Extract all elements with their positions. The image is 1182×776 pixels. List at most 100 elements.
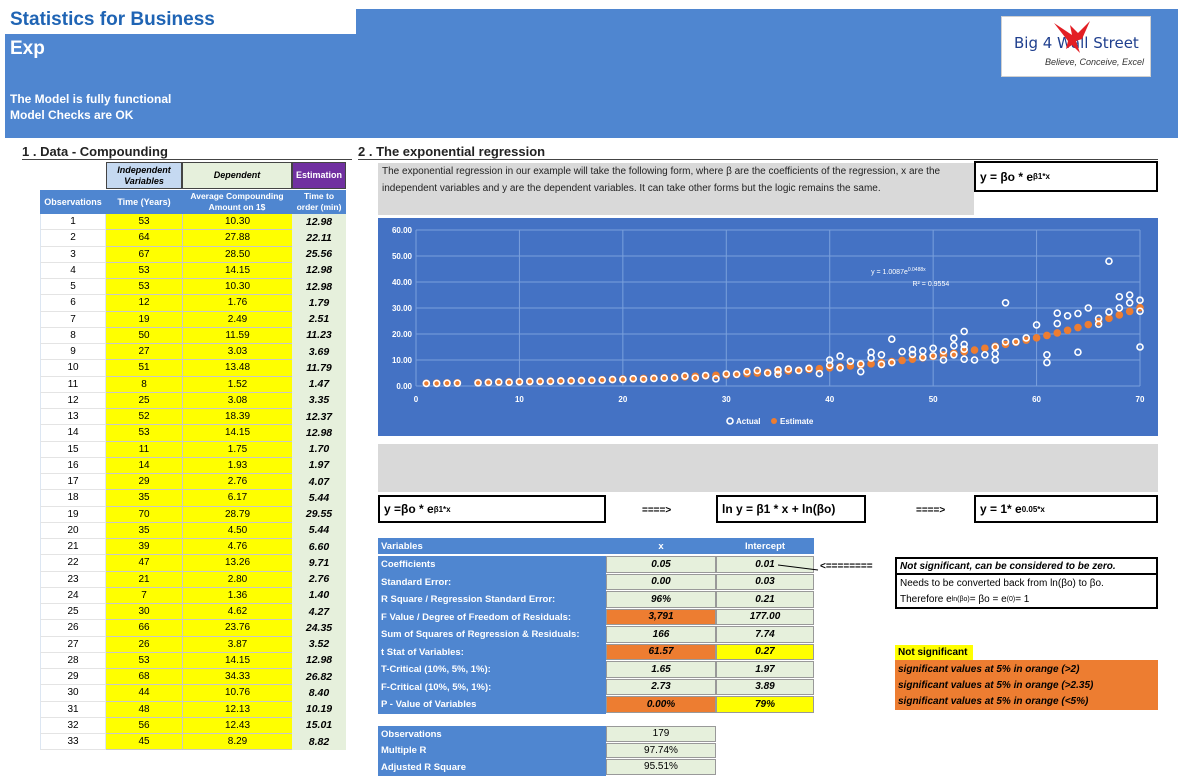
summary-value[interactable]: 95.51%: [606, 759, 716, 775]
cell-amount[interactable]: 34.33: [182, 669, 292, 686]
cell-observation[interactable]: 2: [40, 230, 106, 247]
table-row[interactable]: 13 52 18.39 12.37: [40, 409, 346, 426]
cell-order-time[interactable]: 8.82: [292, 734, 346, 751]
cell-observation[interactable]: 18: [40, 490, 106, 507]
cell-order-time[interactable]: 2.51: [292, 311, 346, 328]
cell-amount[interactable]: 8.29: [182, 734, 292, 751]
cell-time-years[interactable]: 27: [106, 344, 182, 361]
cell-observation[interactable]: 29: [40, 669, 106, 686]
table-row[interactable]: 9 27 3.03 3.69: [40, 344, 346, 361]
cell-time-years[interactable]: 56: [106, 717, 182, 734]
cell-time-years[interactable]: 64: [106, 230, 182, 247]
cell-time-years[interactable]: 48: [106, 701, 182, 718]
summary-value[interactable]: 179: [606, 726, 716, 742]
cell-time-years[interactable]: 8: [106, 376, 182, 393]
cell-time-years[interactable]: 30: [106, 604, 182, 621]
cell-order-time[interactable]: 12.37: [292, 409, 346, 426]
cell-observation[interactable]: 13: [40, 409, 106, 426]
table-row[interactable]: 23 21 2.80 2.76: [40, 571, 346, 588]
cell-observation[interactable]: 25: [40, 604, 106, 621]
cell-amount[interactable]: 3.08: [182, 392, 292, 409]
summary-value[interactable]: 97.74%: [606, 742, 716, 758]
reg-row-intercept-value[interactable]: 3.89: [716, 678, 814, 695]
cell-order-time[interactable]: 12.98: [292, 279, 346, 296]
cell-order-time[interactable]: 12.98: [292, 652, 346, 669]
table-row[interactable]: 20 35 4.50 5.44: [40, 522, 346, 539]
cell-time-years[interactable]: 50: [106, 327, 182, 344]
cell-amount[interactable]: 14.15: [182, 652, 292, 669]
cell-order-time[interactable]: 26.82: [292, 669, 346, 686]
cell-observation[interactable]: 33: [40, 734, 106, 751]
cell-amount[interactable]: 28.79: [182, 506, 292, 523]
reg-row-intercept-value[interactable]: 0.03: [716, 573, 814, 590]
cell-order-time[interactable]: 3.35: [292, 392, 346, 409]
cell-amount[interactable]: 4.62: [182, 604, 292, 621]
cell-amount[interactable]: 1.76: [182, 295, 292, 312]
cell-time-years[interactable]: 26: [106, 636, 182, 653]
reg-row-x-value[interactable]: 96%: [606, 591, 716, 608]
table-row[interactable]: 33 45 8.29 8.82: [40, 734, 346, 751]
table-row[interactable]: 19 70 28.79 29.55: [40, 506, 346, 523]
cell-observation[interactable]: 12: [40, 392, 106, 409]
cell-amount[interactable]: 27.88: [182, 230, 292, 247]
cell-order-time[interactable]: 5.44: [292, 490, 346, 507]
reg-row-x-value[interactable]: 2.73: [606, 678, 716, 695]
cell-time-years[interactable]: 47: [106, 555, 182, 572]
cell-observation[interactable]: 17: [40, 474, 106, 491]
table-row[interactable]: 3 67 28.50 25.56: [40, 246, 346, 263]
cell-amount[interactable]: 11.59: [182, 327, 292, 344]
cell-order-time[interactable]: 29.55: [292, 506, 346, 523]
cell-time-years[interactable]: 19: [106, 311, 182, 328]
table-row[interactable]: 10 51 13.48 11.79: [40, 360, 346, 377]
cell-order-time[interactable]: 24.35: [292, 620, 346, 637]
cell-time-years[interactable]: 14: [106, 457, 182, 474]
cell-order-time[interactable]: 10.19: [292, 701, 346, 718]
cell-observation[interactable]: 30: [40, 685, 106, 702]
reg-row-intercept-value[interactable]: 0.01: [716, 556, 814, 573]
cell-amount[interactable]: 1.36: [182, 587, 292, 604]
cell-observation[interactable]: 8: [40, 327, 106, 344]
cell-time-years[interactable]: 12: [106, 295, 182, 312]
table-row[interactable]: 27 26 3.87 3.52: [40, 636, 346, 653]
cell-order-time[interactable]: 9.71: [292, 555, 346, 572]
cell-observation[interactable]: 10: [40, 360, 106, 377]
table-row[interactable]: 14 53 14.15 12.98: [40, 425, 346, 442]
reg-row-x-value[interactable]: 3,791: [606, 608, 716, 625]
cell-order-time[interactable]: 1.70: [292, 441, 346, 458]
reg-row-x-value[interactable]: 0.00%: [606, 696, 716, 713]
table-row[interactable]: 1 53 10.30 12.98: [40, 214, 346, 231]
cell-order-time[interactable]: 2.76: [292, 571, 346, 588]
cell-time-years[interactable]: 35: [106, 490, 182, 507]
cell-time-years[interactable]: 35: [106, 522, 182, 539]
cell-order-time[interactable]: 3.52: [292, 636, 346, 653]
cell-time-years[interactable]: 53: [106, 652, 182, 669]
cell-time-years[interactable]: 7: [106, 587, 182, 604]
cell-amount[interactable]: 3.87: [182, 636, 292, 653]
cell-observation[interactable]: 26: [40, 620, 106, 637]
cell-order-time[interactable]: 5.44: [292, 522, 346, 539]
cell-amount[interactable]: 23.76: [182, 620, 292, 637]
reg-row-x-value[interactable]: 0.05: [606, 556, 716, 573]
table-row[interactable]: 24 7 1.36 1.40: [40, 587, 346, 604]
table-row[interactable]: 18 35 6.17 5.44: [40, 490, 346, 507]
cell-observation[interactable]: 23: [40, 571, 106, 588]
table-row[interactable]: 22 47 13.26 9.71: [40, 555, 346, 572]
cell-observation[interactable]: 21: [40, 539, 106, 556]
cell-amount[interactable]: 14.15: [182, 262, 292, 279]
table-row[interactable]: 31 48 12.13 10.19: [40, 701, 346, 718]
cell-observation[interactable]: 7: [40, 311, 106, 328]
cell-time-years[interactable]: 67: [106, 246, 182, 263]
reg-row-intercept-value[interactable]: 1.97: [716, 661, 814, 678]
cell-time-years[interactable]: 25: [106, 392, 182, 409]
cell-observation[interactable]: 11: [40, 376, 106, 393]
cell-observation[interactable]: 20: [40, 522, 106, 539]
cell-order-time[interactable]: 11.79: [292, 360, 346, 377]
cell-amount[interactable]: 13.26: [182, 555, 292, 572]
cell-amount[interactable]: 4.76: [182, 539, 292, 556]
cell-time-years[interactable]: 45: [106, 734, 182, 751]
reg-row-intercept-value[interactable]: 79%: [716, 696, 814, 713]
cell-time-years[interactable]: 70: [106, 506, 182, 523]
table-row[interactable]: 6 12 1.76 1.79: [40, 295, 346, 312]
cell-amount[interactable]: 3.03: [182, 344, 292, 361]
cell-amount[interactable]: 2.49: [182, 311, 292, 328]
